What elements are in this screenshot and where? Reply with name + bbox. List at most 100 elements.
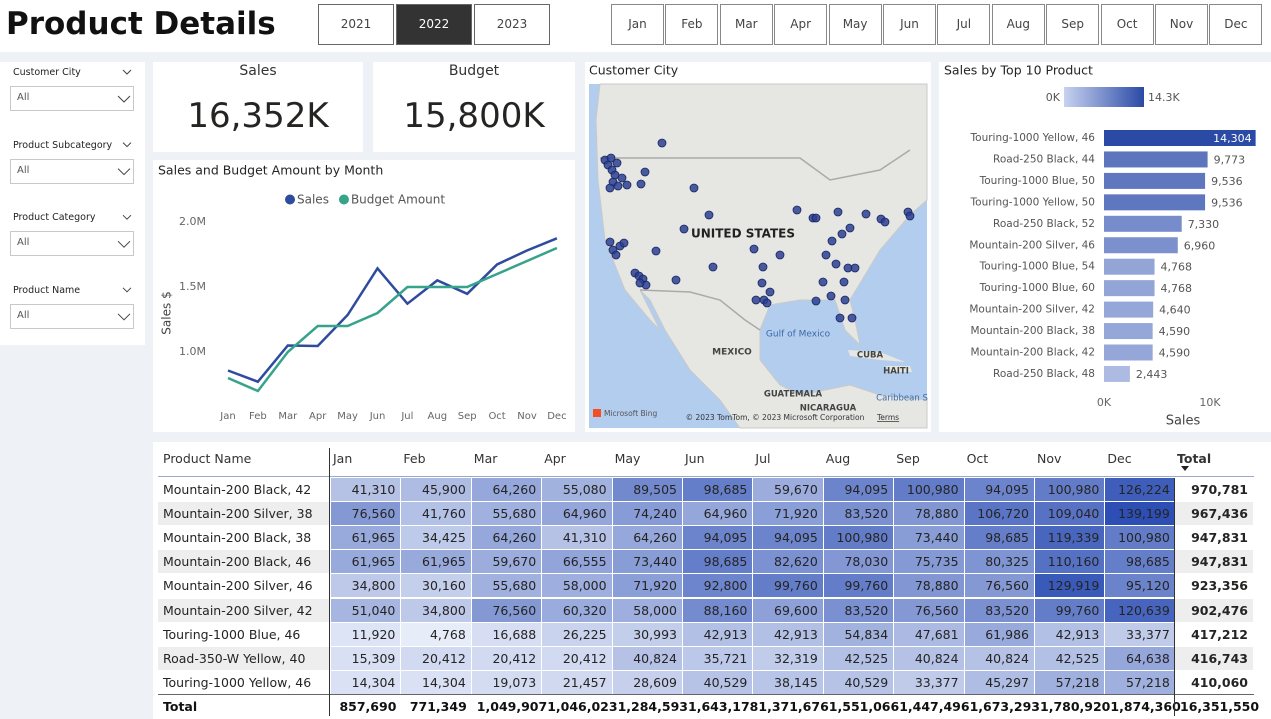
month-button[interactable]: Feb [665,4,719,45]
table-cell: 71,920 [612,574,683,598]
map-point [833,207,843,217]
map-point [811,213,821,223]
column-header[interactable]: Aug [825,451,851,466]
table-cell: 14,304 [401,670,472,694]
table-cell: 28,609 [612,670,683,694]
x-tick-label: May [337,411,358,422]
column-header[interactable]: May [614,451,641,466]
total-label: Total [163,699,198,714]
table-cell: 95,120 [1105,574,1176,598]
table-cell: 98,685 [683,478,754,501]
total-cell: 1,673,293 [969,699,1040,714]
table-cell: 64,260 [612,526,683,550]
map-terms: Terms [876,413,899,422]
table-cell: 38,145 [753,670,824,694]
table-cell: 59,670 [471,550,543,574]
month-button[interactable]: Nov [1155,4,1208,45]
map-point [775,250,785,260]
table-cell: 32,319 [753,646,824,670]
filter-dropdown[interactable] [10,303,134,329]
table-cell: 71,920 [753,502,824,526]
table-cell: 75,735 [894,550,965,574]
bar [1104,301,1154,318]
map-point [671,275,681,285]
column-header[interactable]: Jan [333,451,353,466]
month-button[interactable]: Jun [883,4,936,45]
year-button[interactable]: 2022 [396,4,472,45]
table-cell: 99,760 [753,574,824,598]
column-header[interactable]: Nov [1037,451,1062,466]
month-button[interactable]: Oct [1100,4,1154,45]
column-header[interactable]: Product Name [163,451,252,466]
table-cell: 20,412 [542,646,613,670]
month-button[interactable]: Apr [774,4,828,45]
table-cell: 94,095 [964,478,1035,501]
column-header[interactable]: Oct [966,451,989,466]
map-label: CUBA [857,351,884,361]
table-cell: 89,505 [612,478,683,501]
table-cell: 76,560 [331,502,402,526]
map-point [845,223,855,233]
table-cell: 14,304 [331,670,402,694]
table-cell: 40,824 [894,646,965,670]
map-point [765,287,775,297]
value-label: 4,768 [1161,261,1193,274]
column-header[interactable]: Total [1177,451,1212,466]
map-point [840,295,850,305]
x-tick-label: Jun [369,411,386,422]
month-button[interactable]: Sep [1046,4,1100,45]
value-label: 9,536 [1211,175,1243,188]
month-button[interactable]: Mar [719,4,773,45]
month-button[interactable]: Jan [611,4,664,45]
category-label: Touring-1000 Yellow, 50 [970,196,1095,208]
filter-dropdown[interactable] [10,158,134,184]
map-border [600,149,911,331]
legend-label: Sales [297,193,329,207]
year-button[interactable]: 2021 [318,4,394,45]
x-tick-label: Aug [428,411,448,422]
filter-dropdown[interactable] [10,86,134,111]
category-label: Touring-1000 Blue, 54 [979,261,1096,273]
column-header[interactable]: Jul [755,451,771,466]
map-point [612,158,622,168]
value-label: 6,960 [1184,239,1216,252]
table-cell: 967,436 [1175,502,1254,526]
month-button[interactable]: Aug [991,4,1045,45]
table-cell: 83,520 [823,502,895,526]
filter-value: All [17,237,30,249]
x-tick-label: Apr [309,411,327,422]
category-label: Touring-1000 Yellow, 46 [970,132,1096,144]
column-header[interactable]: Apr [544,451,566,466]
total-divider [158,694,1254,695]
year-button[interactable]: 2023 [474,4,550,45]
map-label: NICARAGUA [800,404,857,414]
map-point [636,179,646,189]
table-cell: 76,560 [894,598,965,622]
map-point [622,180,632,190]
column-header[interactable]: Feb [403,451,426,466]
total-cell: 1,284,593 [617,699,688,714]
column-header[interactable]: Dec [1107,451,1132,466]
chevron-icon [117,240,131,248]
month-button[interactable]: Jul [937,4,991,45]
column-header[interactable]: Mar [473,451,498,466]
month-button[interactable]: Dec [1209,4,1263,45]
table-cell: 55,680 [471,574,543,598]
x-axis-title: Sales [1166,414,1201,429]
column-header[interactable]: Sep [896,451,920,466]
table-cell: 40,824 [964,646,1035,670]
x-tick-label: Oct [488,411,505,422]
total-cell: 1,551,066 [828,699,900,714]
row-label: Mountain-200 Black, 46 [158,550,331,574]
map-point [613,181,623,191]
table-cell: 94,095 [753,526,824,550]
map-point [831,259,841,269]
column-header[interactable]: Jun [685,451,705,466]
table-cell: 61,965 [331,526,402,550]
value-label: 4,590 [1159,325,1191,338]
table-cell: 35,721 [683,646,754,670]
table-cell: 100,980 [894,478,965,501]
bar [1104,215,1182,232]
month-button[interactable]: May [828,4,882,45]
filter-dropdown[interactable] [10,231,134,257]
